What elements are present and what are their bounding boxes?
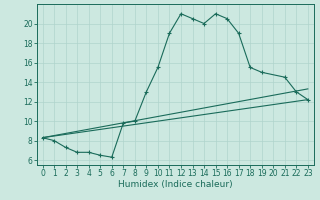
X-axis label: Humidex (Indice chaleur): Humidex (Indice chaleur) [118,180,233,189]
